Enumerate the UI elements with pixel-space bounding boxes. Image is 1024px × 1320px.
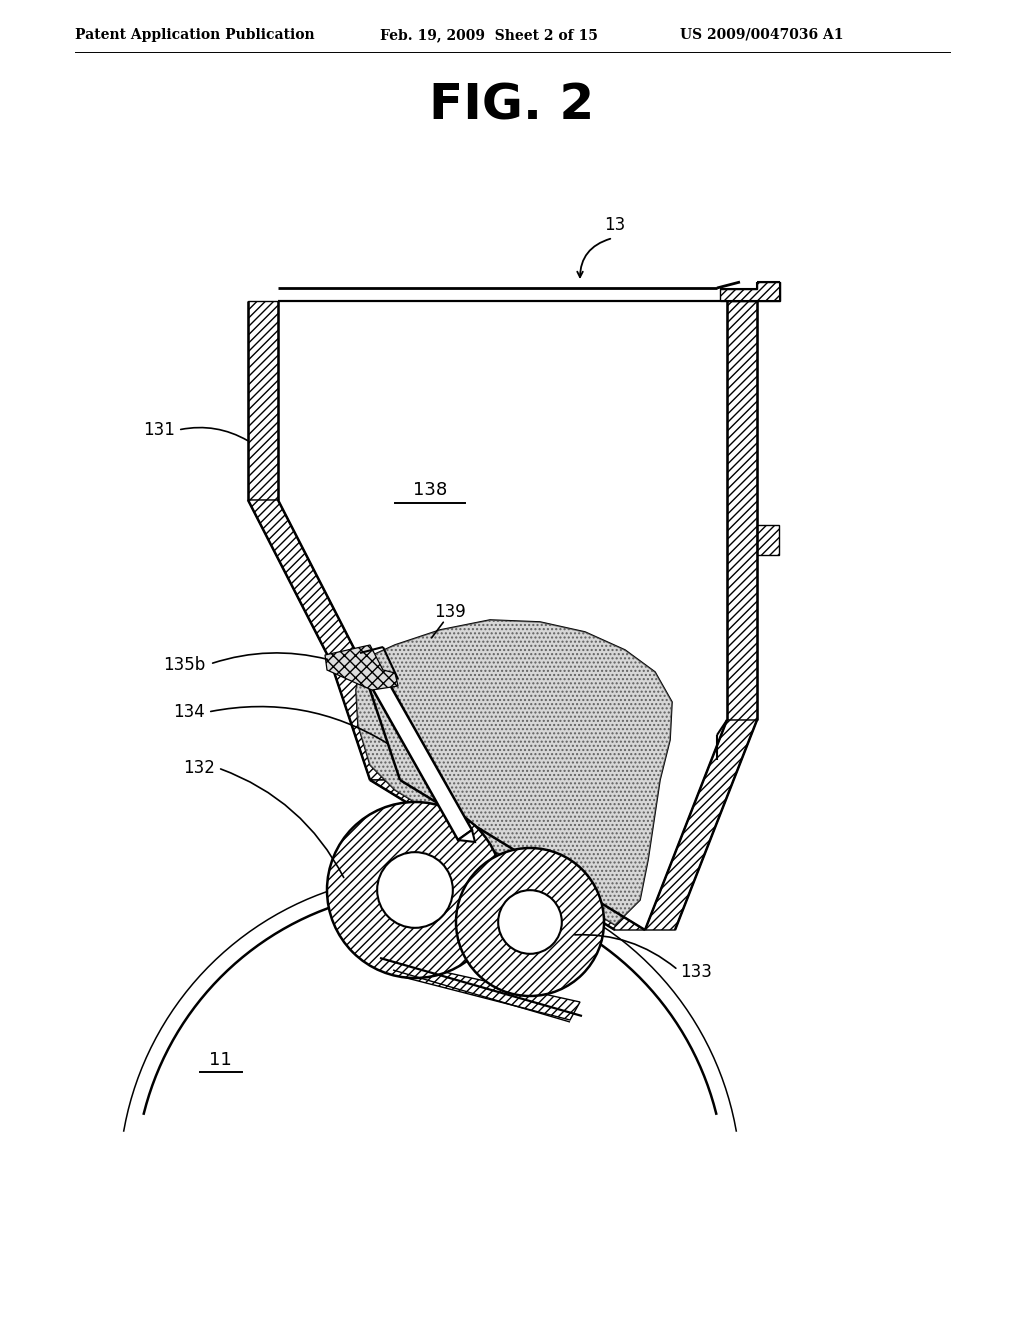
Circle shape (456, 847, 604, 997)
Polygon shape (356, 620, 672, 925)
Polygon shape (727, 301, 757, 719)
Circle shape (499, 890, 562, 954)
Text: 133: 133 (680, 964, 712, 981)
Circle shape (377, 853, 453, 928)
Polygon shape (645, 719, 757, 931)
Polygon shape (370, 780, 645, 931)
Polygon shape (757, 525, 779, 554)
Text: 132: 132 (183, 759, 215, 777)
Polygon shape (458, 830, 475, 842)
Text: FIG. 2: FIG. 2 (429, 81, 595, 129)
Polygon shape (356, 620, 672, 925)
Text: Patent Application Publication: Patent Application Publication (75, 28, 314, 42)
Text: Feb. 19, 2009  Sheet 2 of 15: Feb. 19, 2009 Sheet 2 of 15 (380, 28, 598, 42)
Polygon shape (325, 645, 398, 690)
Polygon shape (720, 282, 780, 301)
Text: 135b: 135b (163, 656, 205, 675)
Text: 131: 131 (143, 421, 175, 440)
Text: 134: 134 (173, 704, 205, 721)
Polygon shape (330, 660, 400, 780)
Polygon shape (362, 663, 472, 840)
Text: 13: 13 (604, 216, 626, 234)
Text: US 2009/0047036 A1: US 2009/0047036 A1 (680, 28, 844, 42)
Polygon shape (248, 301, 278, 500)
Text: 139: 139 (434, 603, 466, 620)
Polygon shape (248, 500, 360, 660)
Text: 11: 11 (209, 1051, 231, 1069)
Circle shape (327, 803, 503, 978)
Polygon shape (390, 960, 580, 1020)
Text: 138: 138 (413, 480, 447, 499)
